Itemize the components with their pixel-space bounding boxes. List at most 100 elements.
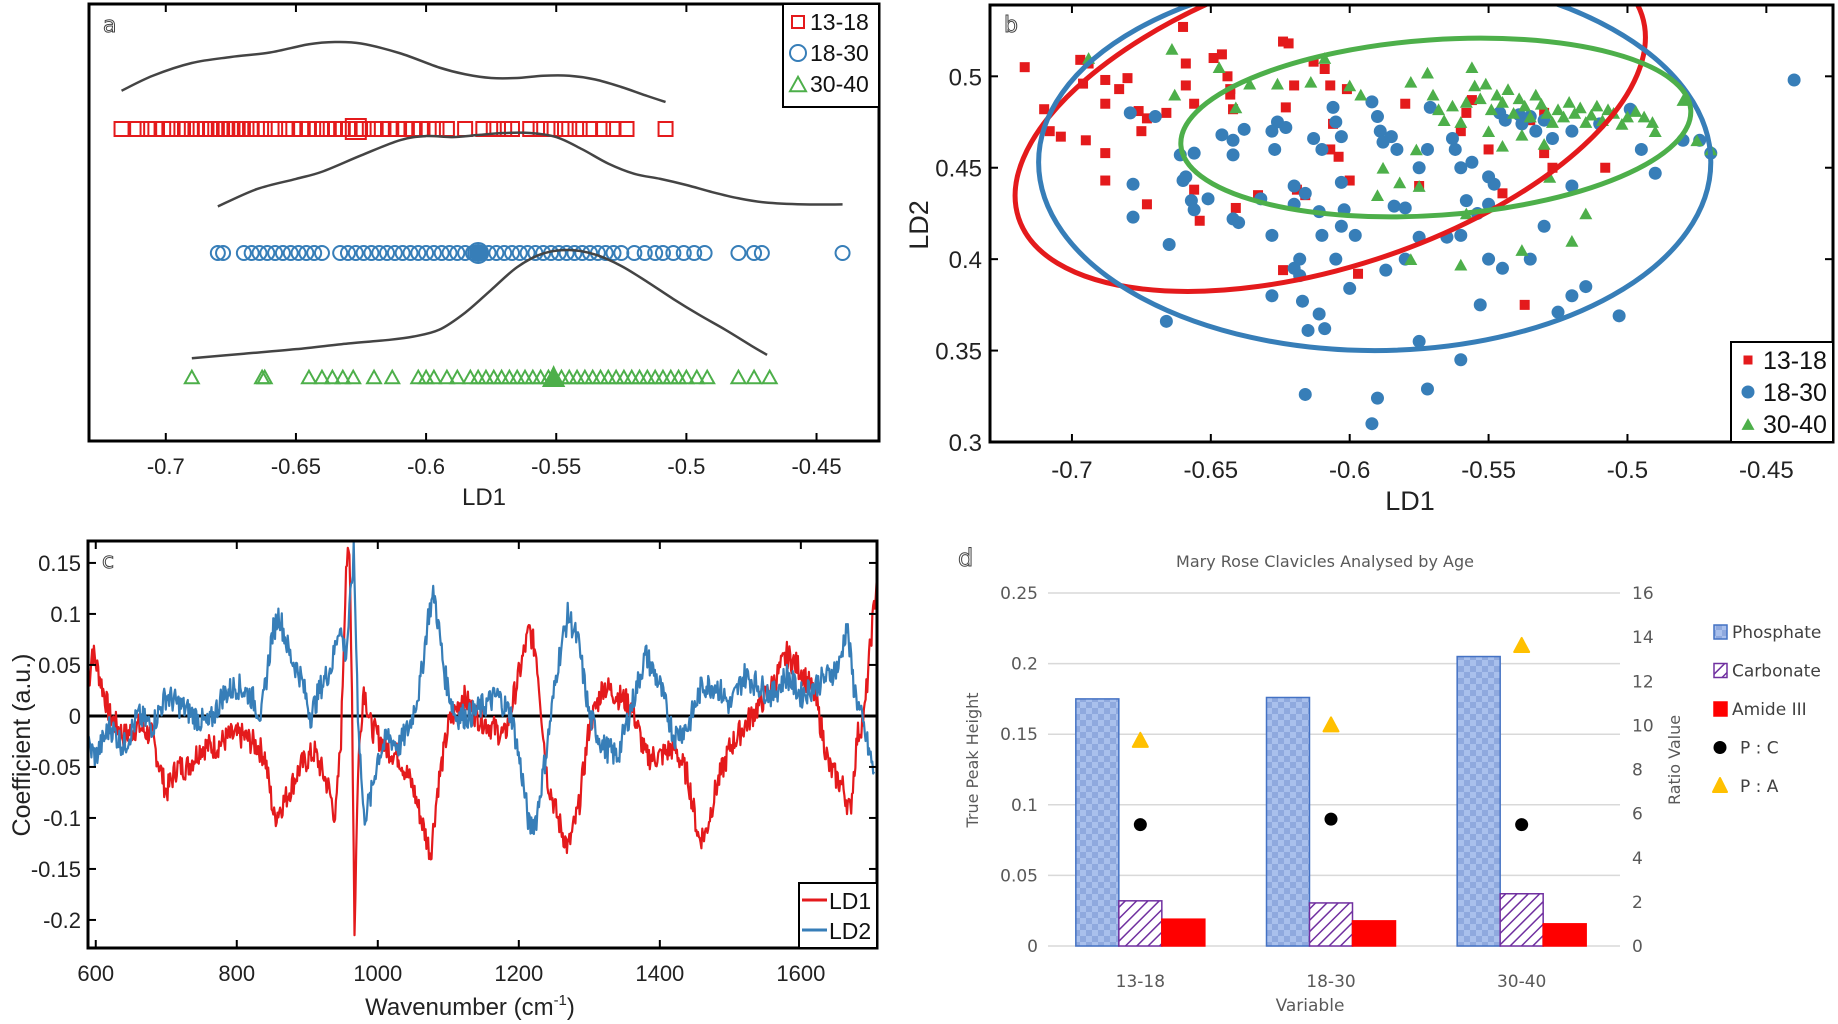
data-point [238, 121, 255, 137]
data-point [636, 245, 653, 261]
data-point [379, 245, 396, 261]
data-point [1370, 391, 1384, 405]
x-tick-label: 18-30 [1306, 972, 1355, 992]
x-tick-label: -0.65 [1183, 457, 1238, 484]
data-point [729, 368, 748, 385]
data-point [243, 245, 260, 261]
legend-label: LD2 [829, 918, 871, 944]
data-point [1222, 71, 1233, 82]
y-tick-label: -0.2 [43, 908, 81, 933]
data-point [618, 121, 635, 137]
data-point [1482, 252, 1496, 266]
data-point [1483, 144, 1494, 155]
data-point [753, 245, 770, 261]
data-point [1212, 61, 1226, 74]
data-point [251, 245, 268, 261]
data-point [1243, 77, 1257, 90]
panel-c: 600 800 1000 1200 1400 1600 -0.2 -0.15 -0.1 -0.05… [8, 539, 879, 1021]
x-tick-label: -0.45 [1739, 457, 1794, 484]
data-point [1287, 261, 1301, 275]
data-point [511, 245, 528, 261]
data-point [1315, 142, 1329, 156]
data-point [274, 245, 291, 261]
legend-label: Phosphate [1732, 623, 1821, 643]
data-point [178, 121, 195, 137]
legend-marker [789, 44, 807, 62]
data-point [1562, 96, 1576, 108]
data-point [1229, 101, 1243, 114]
data-point [1100, 98, 1111, 109]
y-tick-label: 0.15 [38, 551, 81, 576]
panel-a-frame [87, 2, 881, 443]
data-point [433, 245, 450, 261]
data-point [675, 245, 692, 261]
y-tick-label: 0.25 [1000, 584, 1038, 604]
data-point [595, 121, 612, 137]
data-point [1148, 110, 1162, 124]
data-point [256, 121, 273, 137]
data-point [1287, 179, 1301, 193]
data-point [1448, 142, 1462, 156]
data-point [1487, 177, 1501, 191]
data-point [1278, 36, 1289, 47]
data-point [686, 245, 703, 261]
data-point [183, 121, 200, 137]
legend-marker [1741, 385, 1755, 399]
data-point [1545, 131, 1559, 145]
data-point [1495, 261, 1509, 275]
confidence-ellipse-18-30 [1036, 5, 1714, 354]
data-point [1333, 151, 1344, 162]
data-point [1412, 334, 1426, 348]
x-tick-label: -0.7 [147, 454, 185, 479]
data-point [1454, 116, 1468, 128]
data-point [1354, 88, 1368, 101]
y-tick-label: 0 [1027, 937, 1038, 957]
data-point [1466, 95, 1477, 106]
legend-marker [1743, 355, 1753, 365]
y-tick-label: 0 [69, 704, 81, 729]
data-point [1473, 298, 1487, 312]
data-point [1445, 131, 1459, 145]
data-point [313, 368, 331, 385]
data-point [410, 245, 427, 261]
data-point [1187, 146, 1201, 160]
data-point [561, 121, 578, 137]
data-point [677, 368, 696, 385]
data-point [1055, 131, 1066, 142]
x-tick-label: 1400 [635, 961, 684, 986]
data-point [496, 245, 513, 261]
bar-carbonate [1118, 900, 1163, 947]
panel-d-xlabel: Variable [1276, 996, 1345, 1016]
y-tick-label: 0.4 [949, 247, 982, 274]
series-13-18 [1019, 21, 1611, 310]
data-point [1348, 228, 1362, 242]
panel-b-ylabel: LD2 [904, 200, 934, 250]
data-point [363, 245, 380, 261]
panel-d: 0 0.05 0.1 0.15 0.2 0.25 0 2 4 6 8 10 12 14 16 13-18 18-… [958, 544, 1822, 1017]
data-point [1648, 166, 1662, 180]
data-point [1162, 238, 1176, 252]
data-point [1454, 353, 1468, 367]
data-point [1187, 203, 1201, 217]
y-tick-label: 0.45 [935, 156, 982, 183]
data-point [267, 121, 284, 137]
data-point [1629, 105, 1643, 117]
data-point [1179, 170, 1193, 184]
data-point [745, 368, 763, 385]
data-point [1523, 252, 1537, 266]
x-tick-label: -0.7 [1051, 457, 1092, 484]
data-point [698, 368, 716, 385]
data-point [488, 245, 505, 261]
data-point [1409, 143, 1423, 156]
marker-p-a [1322, 716, 1340, 733]
data-point [1400, 98, 1411, 109]
data-point [457, 121, 474, 137]
x-tick-label: 1200 [494, 961, 543, 986]
y2-tick-label: 8 [1632, 761, 1643, 781]
y2-tick-label: 2 [1632, 893, 1643, 913]
data-point [1676, 94, 1690, 106]
data-point [760, 368, 779, 385]
data-point [222, 121, 239, 137]
data-point [332, 245, 349, 261]
